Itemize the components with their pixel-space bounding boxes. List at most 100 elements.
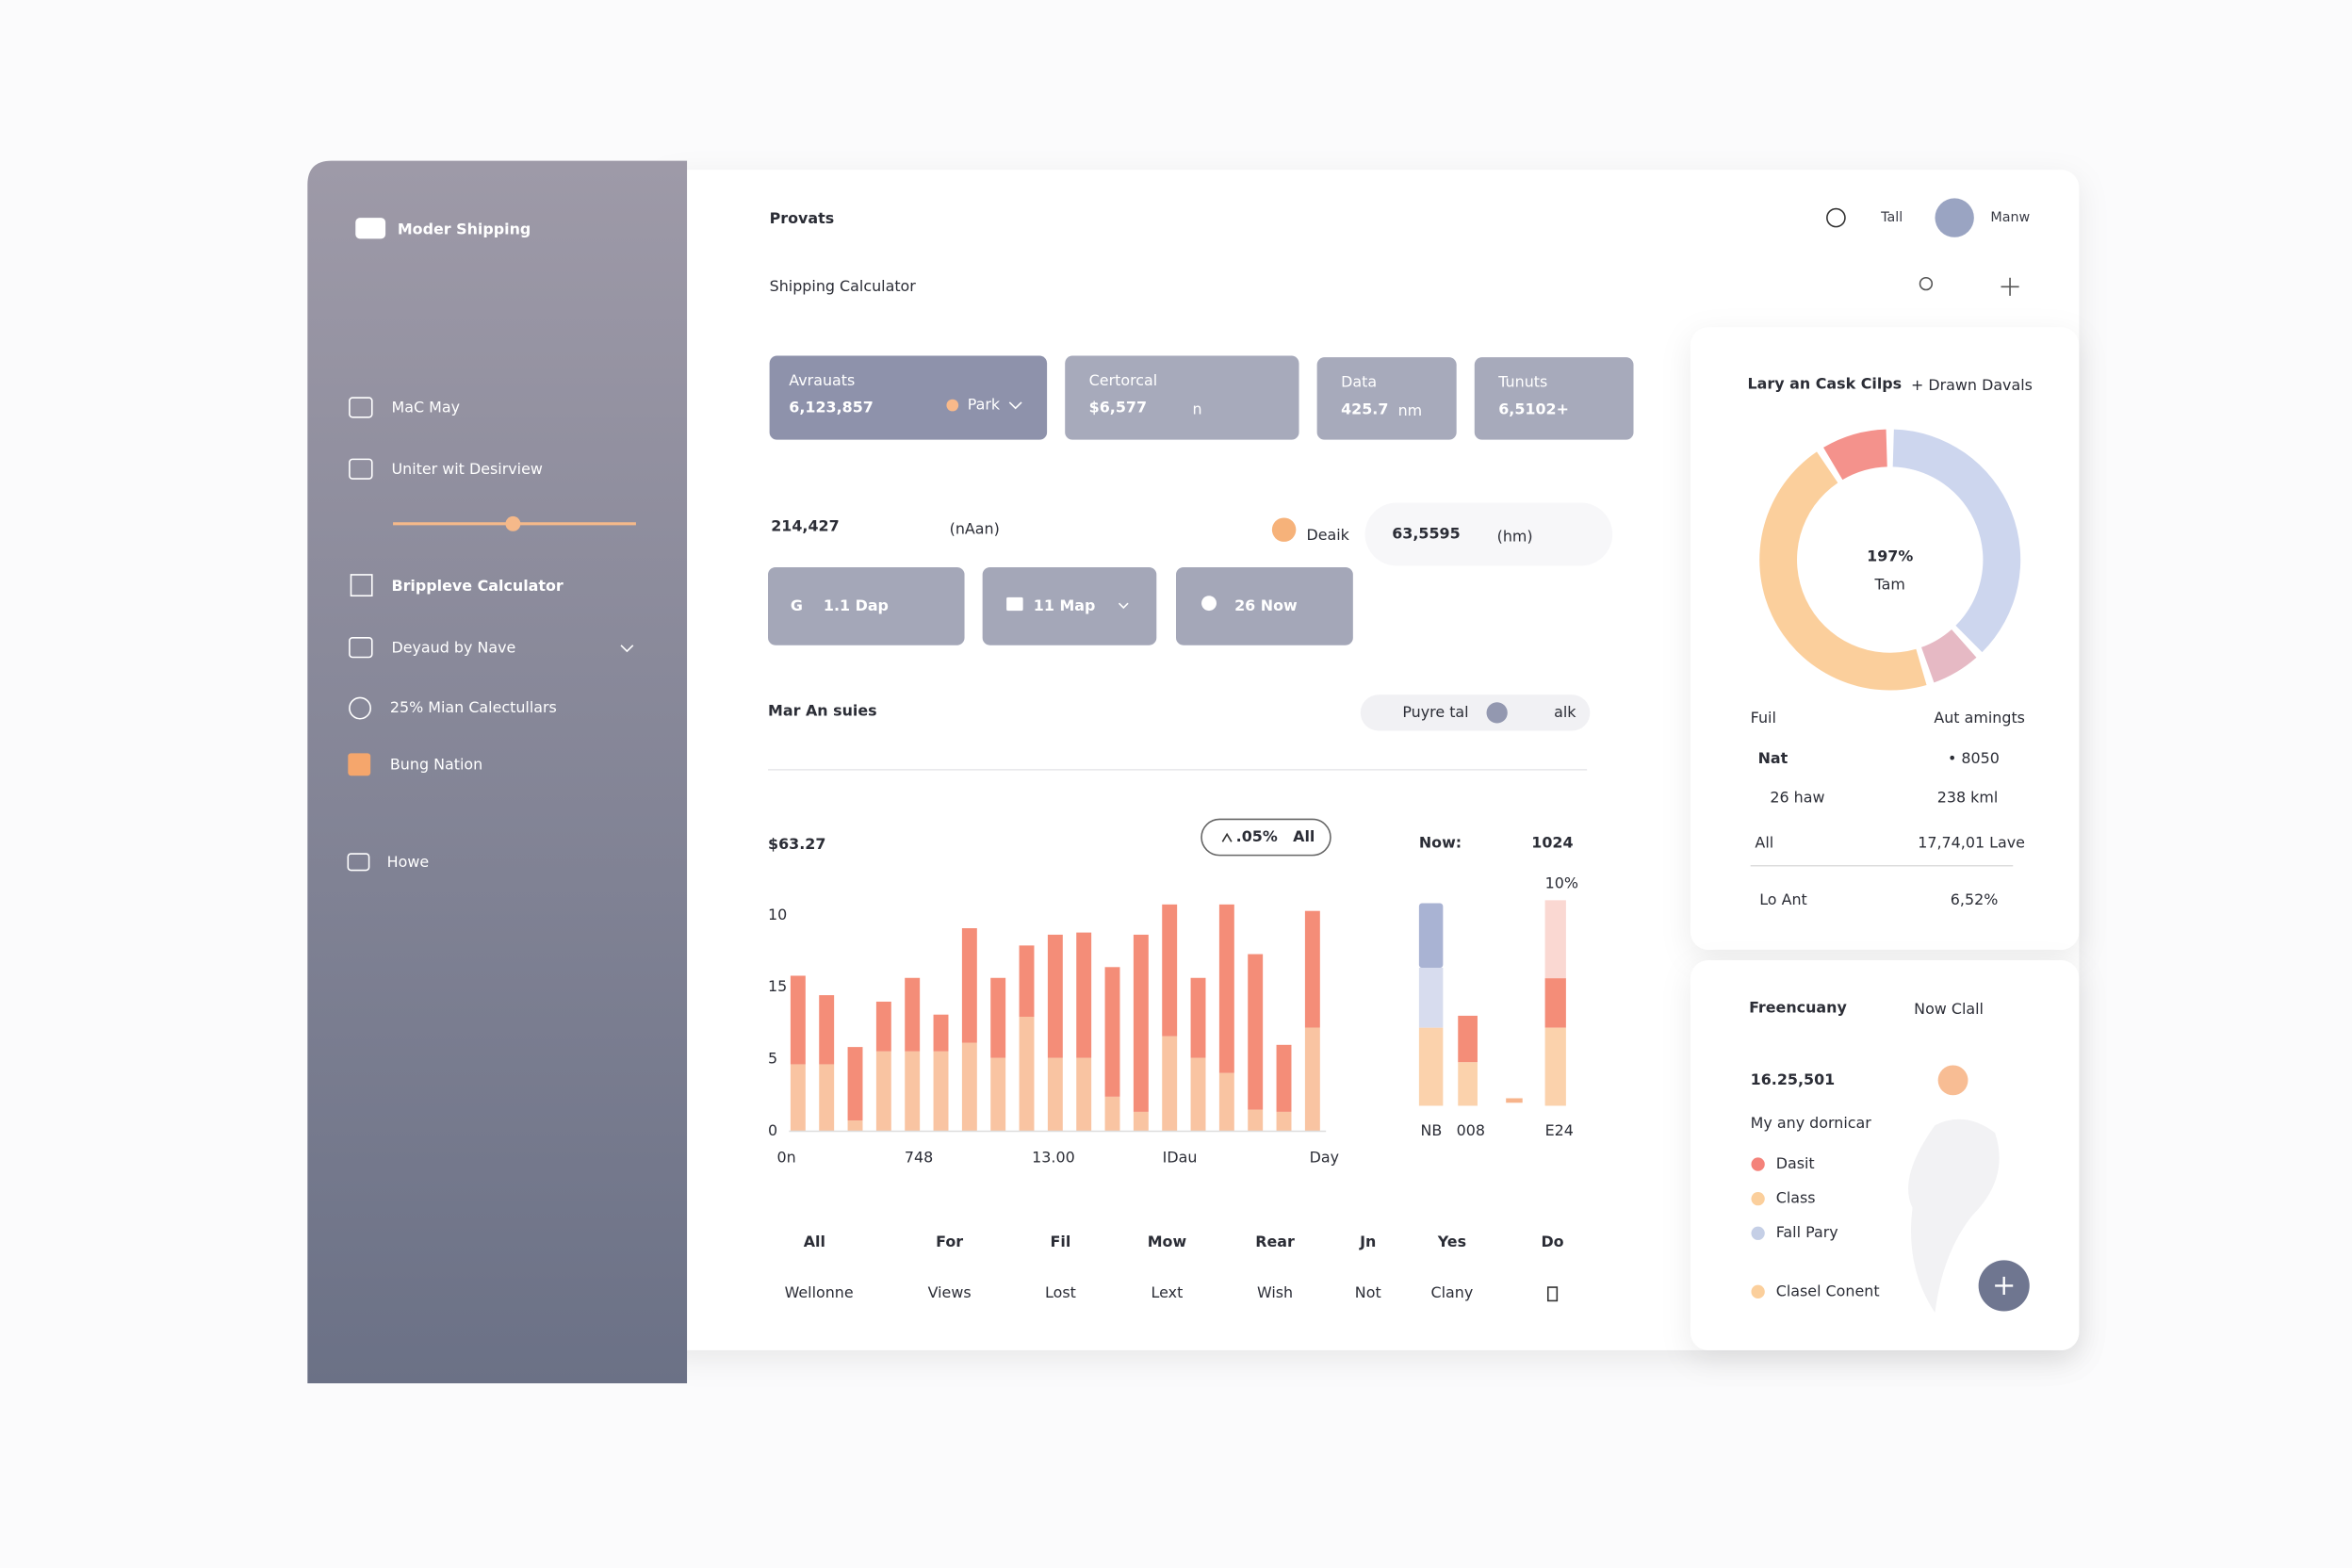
bar-segment (1019, 1017, 1035, 1132)
nav-item[interactable]: 25% Mian Calectullars (390, 698, 557, 716)
stat-value: 6,5102+ (1498, 400, 1569, 417)
bar-segment (875, 1051, 891, 1132)
bar-segment (1104, 1096, 1120, 1132)
bar-segment (1076, 1057, 1092, 1132)
bar-segment (1133, 934, 1149, 1112)
change-pill[interactable] (1200, 818, 1331, 857)
user-icon[interactable] (1919, 276, 1934, 291)
fab-plus (1995, 1276, 2014, 1296)
bar-segment (1019, 945, 1035, 1018)
row-label: Nat (1758, 749, 1788, 767)
chevron (1118, 602, 1129, 610)
donut-center-value: 197% (1867, 547, 1913, 564)
donut-segment (1892, 429, 2021, 653)
button[interactable] (1176, 566, 1353, 645)
badge: Deaik (1306, 526, 1349, 544)
bar-segment (1076, 932, 1092, 1058)
row-value: • 8050 (1948, 749, 2000, 767)
row-value: 17,74,01 Lave (1918, 833, 2025, 851)
value-pill (1364, 502, 1613, 566)
bar-segment (905, 977, 921, 1052)
button-icon: G (791, 596, 803, 614)
table-cell: Wish (1257, 1283, 1293, 1301)
button-label[interactable]: 26 Now (1234, 596, 1298, 614)
side-percent: 10% (1545, 874, 1578, 891)
table-header: All (804, 1233, 825, 1250)
table-header: Rear (1255, 1233, 1295, 1250)
button-label[interactable]: 1.1 Dap (824, 596, 889, 614)
table-header: For (936, 1233, 963, 1250)
nav-item[interactable]: Brippleve Calculator (391, 577, 563, 595)
nav-icon (348, 753, 371, 776)
side-x-label: NB (1420, 1121, 1442, 1139)
mini-bar (1458, 1015, 1478, 1063)
table-cell: Views (928, 1283, 972, 1301)
x-label: Day (1310, 1149, 1339, 1167)
bar-segment (1276, 1044, 1292, 1112)
legend-dot (1751, 1226, 1765, 1240)
nav-item[interactable]: Bung Nation (390, 756, 482, 774)
nav-item[interactable]: Uniter wit Desirview (391, 460, 542, 478)
stat-label: Tunuts (1497, 373, 1547, 391)
table-header: Jn (1359, 1233, 1376, 1250)
filter[interactable]: alk (1554, 703, 1576, 721)
mini-bar (1544, 1027, 1566, 1106)
card-link[interactable]: Now Clall (1914, 1000, 1984, 1018)
bar-segment (1190, 977, 1206, 1058)
button[interactable] (982, 566, 1157, 645)
sidebar (307, 160, 688, 1383)
section-title: Mar An suies (768, 701, 877, 719)
nav: MaC May Uniter wit Desirview Brippleve C… (347, 397, 636, 872)
scope: All (1293, 827, 1315, 845)
donut (1759, 429, 2021, 691)
legend-label: Clasel Conent (1776, 1282, 1880, 1299)
row-label: Lo Ant (1759, 890, 1807, 908)
button[interactable] (768, 566, 965, 645)
bar-segment (933, 1014, 949, 1052)
y-label: 15 (768, 977, 787, 995)
side-label: Now: (1419, 833, 1462, 851)
user-name[interactable]: Manw (1990, 210, 2030, 225)
nav-item[interactable]: Howe (387, 853, 430, 871)
icon[interactable] (1826, 207, 1846, 228)
donut-card (1690, 327, 2080, 950)
donut-segment (1759, 451, 1927, 691)
x-label: 0n (777, 1149, 796, 1167)
x-label: 13.00 (1032, 1149, 1075, 1167)
filter[interactable]: Puyre tal (1402, 703, 1468, 721)
nav-item[interactable]: MaC May (391, 399, 460, 416)
slider-knob[interactable] (505, 515, 521, 531)
bar-segment (1304, 1027, 1320, 1132)
nav-item[interactable]: Deyaud by Nave (391, 638, 515, 656)
stat-card[interactable] (1316, 357, 1457, 440)
avatar[interactable] (1935, 198, 1974, 237)
table-icon[interactable] (1546, 1286, 1559, 1302)
bar-segment (1218, 1072, 1234, 1132)
legend-label: Fall Pary (1776, 1223, 1838, 1241)
bar-segment (790, 975, 806, 1065)
card-title: Freencuany (1749, 998, 1847, 1016)
nav-icon (349, 397, 373, 418)
mini-bar (1418, 903, 1444, 968)
filter-toggle[interactable] (1486, 702, 1508, 724)
bar-segment (1248, 954, 1264, 1110)
mini-bar (1418, 1027, 1444, 1106)
add-icon[interactable] (2001, 277, 2019, 296)
bar-segment (1304, 910, 1320, 1028)
side-value: 1024 (1531, 833, 1573, 851)
stat-card[interactable] (1065, 355, 1299, 440)
button-label[interactable]: 11 Map (1034, 596, 1096, 614)
mini-bar (1458, 1062, 1478, 1106)
page-title: Provats (770, 209, 835, 227)
bars (790, 904, 1320, 1132)
stat-card[interactable] (1474, 357, 1634, 440)
table-header: Yes (1437, 1233, 1466, 1250)
change: .05% (1236, 827, 1278, 845)
freq-value: 16.25,501 (1751, 1070, 1836, 1088)
row-label: 26 haw (1770, 789, 1824, 807)
up-arrow (1221, 832, 1233, 842)
brand-icon (355, 218, 386, 239)
stat-card[interactable] (769, 355, 1048, 440)
mini-bar (1544, 978, 1566, 1028)
header-link[interactable]: Tall (1880, 210, 1903, 225)
